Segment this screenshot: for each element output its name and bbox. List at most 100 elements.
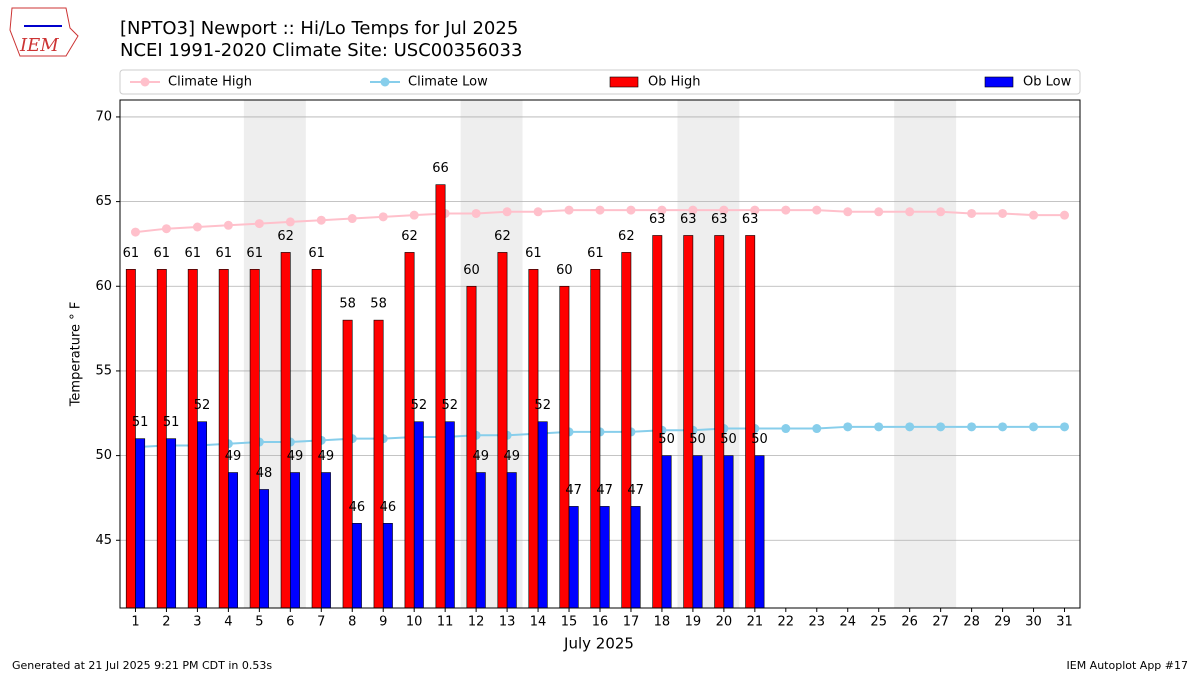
data-label: 62 [401, 229, 418, 244]
marker [688, 205, 698, 215]
bar [723, 455, 734, 609]
data-label: 49 [225, 449, 242, 464]
x-tick-label: 22 [778, 615, 795, 630]
legend-swatch [609, 76, 639, 88]
bar [435, 184, 446, 609]
bar [466, 285, 477, 609]
marker [843, 207, 853, 217]
data-label: 51 [163, 415, 180, 430]
bar [125, 269, 136, 609]
marker [1060, 210, 1070, 220]
marker [967, 208, 977, 218]
data-label: 50 [751, 432, 768, 447]
data-label: 62 [618, 229, 635, 244]
marker [626, 205, 636, 215]
marker [874, 422, 884, 432]
data-label: 50 [658, 432, 675, 447]
y-tick-label: 70 [95, 109, 112, 124]
data-label: 46 [380, 500, 397, 515]
data-label: 50 [720, 432, 737, 447]
marker [967, 422, 977, 432]
weekend-band [894, 100, 957, 608]
marker [347, 214, 357, 224]
x-tick-label: 24 [839, 615, 856, 630]
bar [311, 269, 322, 609]
bar [590, 269, 601, 609]
bar [351, 523, 362, 609]
plot-frame [119, 99, 1081, 609]
data-label: 46 [349, 500, 366, 515]
bar [568, 506, 579, 609]
x-tick-label: 26 [901, 615, 918, 630]
marker [719, 205, 729, 215]
data-label: 61 [154, 246, 171, 261]
bar [342, 319, 353, 609]
bar [621, 252, 632, 609]
marker [533, 207, 543, 217]
legend-swatch [140, 77, 150, 87]
data-label: 61 [246, 246, 263, 261]
marker [1029, 422, 1039, 432]
marker [781, 205, 791, 215]
data-label: 62 [277, 229, 294, 244]
x-tick-label: 20 [716, 615, 733, 630]
marker [781, 424, 791, 434]
bar [404, 252, 415, 609]
marker [161, 224, 171, 234]
marker [223, 220, 233, 230]
x-tick-label: 13 [499, 615, 516, 630]
logo-text: IEM [19, 35, 59, 56]
bar [497, 252, 508, 609]
legend-label: Climate High [168, 75, 252, 90]
bar [320, 472, 331, 609]
y-tick-label: 60 [95, 279, 112, 294]
marker [254, 219, 264, 229]
x-tick-label: 1 [131, 615, 139, 630]
marker [812, 424, 822, 434]
bar [156, 269, 167, 609]
x-tick-label: 8 [348, 615, 356, 630]
marker [316, 215, 326, 225]
marker [1029, 210, 1039, 220]
data-label: 60 [463, 263, 480, 278]
data-label: 47 [627, 483, 644, 498]
data-label: 52 [442, 398, 459, 413]
data-label: 61 [587, 246, 604, 261]
bar [475, 472, 486, 609]
data-label: 61 [308, 246, 325, 261]
x-tick-label: 25 [870, 615, 887, 630]
marker [595, 205, 605, 215]
data-label: 61 [185, 246, 202, 261]
marker [502, 207, 512, 217]
marker [471, 208, 481, 218]
bar [218, 269, 229, 609]
x-tick-label: 27 [932, 615, 949, 630]
x-tick-label: 4 [224, 615, 232, 630]
footer-left: Generated at 21 Jul 2025 9:21 PM CDT in … [12, 659, 272, 672]
chart-title: [NPTO3] Newport :: Hi/Lo Temps for Jul 2… [120, 18, 518, 39]
data-label: 60 [556, 263, 573, 278]
bar [249, 269, 260, 609]
x-tick-label: 12 [468, 615, 485, 630]
x-tick-label: 16 [592, 615, 609, 630]
y-tick-label: 45 [95, 533, 112, 548]
bar [630, 506, 641, 609]
marker [1060, 422, 1070, 432]
legend-label: Ob High [648, 75, 701, 90]
x-tick-label: 14 [530, 615, 547, 630]
bar [135, 438, 146, 609]
marker [874, 207, 884, 217]
marker [812, 205, 822, 215]
bar [714, 235, 725, 609]
x-tick-label: 15 [561, 615, 578, 630]
data-label: 47 [596, 483, 613, 498]
data-label: 52 [411, 398, 428, 413]
bar [187, 269, 198, 609]
marker [657, 205, 667, 215]
data-label: 66 [432, 161, 449, 176]
marker [378, 212, 388, 222]
x-tick-label: 23 [809, 615, 826, 630]
marker [285, 217, 295, 227]
y-axis-label: Temperature ° F [69, 302, 84, 408]
bar [166, 438, 177, 609]
